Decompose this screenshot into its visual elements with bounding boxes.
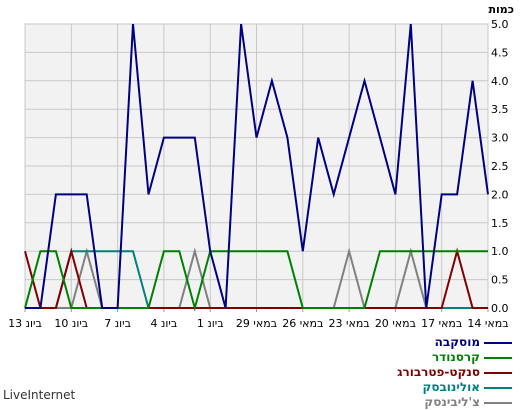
y-tick-label: 1.0 bbox=[491, 245, 509, 258]
legend-swatch bbox=[484, 402, 512, 404]
x-tick-label: 29 במאי bbox=[236, 317, 277, 330]
x-tick-label: 4 ביונ bbox=[151, 317, 178, 330]
x-tick-label: 17 במאי bbox=[421, 317, 462, 330]
legend-swatch bbox=[484, 357, 512, 359]
x-tick-label: 1 ביונ bbox=[197, 317, 224, 330]
legend-label: מוסקבה bbox=[434, 335, 480, 349]
x-tick-label: 20 במאי bbox=[375, 317, 416, 330]
legend: מוסקבה קרסנודר סנקט-פטרבורג אולינובסק צ'ליבי… bbox=[355, 335, 520, 410]
legend-item: מוסקבה bbox=[355, 335, 520, 350]
legend-swatch bbox=[484, 372, 512, 374]
legend-label: אולינובסק bbox=[422, 380, 480, 394]
series-line-0 bbox=[25, 23, 489, 309]
y-axis-title: כמות bbox=[489, 3, 514, 16]
y-tick-label: 0.5 bbox=[491, 274, 509, 287]
x-tick-label: 14 במאי bbox=[467, 317, 508, 330]
x-tick-label: 10 ביונ bbox=[54, 317, 88, 330]
y-tick-label: 4.0 bbox=[491, 75, 509, 88]
y-tick-label: 3.0 bbox=[491, 132, 509, 145]
x-tick-label: 13 ביונ bbox=[8, 317, 42, 330]
legend-item: אולינובסק bbox=[355, 380, 520, 395]
y-tick-label: 1.5 bbox=[491, 217, 509, 230]
legend-swatch bbox=[484, 387, 512, 389]
y-tick-label: 2.5 bbox=[491, 160, 509, 173]
x-tick-label: 7 ביונ bbox=[104, 317, 131, 330]
legend-label: קרסנודר bbox=[431, 350, 480, 364]
legend-label: סנקט-פטרבורג bbox=[397, 365, 480, 379]
y-tick-label: 4.5 bbox=[491, 46, 509, 59]
y-tick-label: 2.0 bbox=[491, 188, 509, 201]
y-tick-label: 5.0 bbox=[491, 18, 509, 31]
footer-brand: LiveInternet bbox=[3, 388, 76, 402]
legend-label: צ'ליבינסק bbox=[424, 395, 480, 409]
legend-item: סנקט-פטרבורג bbox=[355, 365, 520, 380]
line-chart: 0.0 0.5 1.0 1.5 2.0 2.5 3.0 3.5 4.0 4.5 5.0 13 ביונ… bbox=[8, 3, 514, 330]
x-tick-label: 23 במאי bbox=[329, 317, 370, 330]
legend-swatch bbox=[484, 342, 512, 344]
y-tick-label: 3.5 bbox=[491, 103, 509, 116]
y-tick-label: 0.0 bbox=[491, 302, 509, 315]
legend-item: צ'ליבינסק bbox=[355, 395, 520, 410]
x-tick-label: 26 במאי bbox=[282, 317, 323, 330]
legend-item: קרסנודר bbox=[355, 350, 520, 365]
